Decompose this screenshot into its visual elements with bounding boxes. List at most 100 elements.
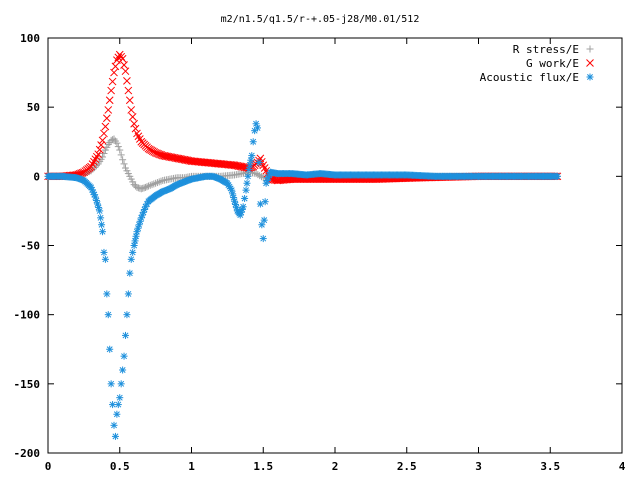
data-point: [255, 159, 263, 166]
legend-marker: [586, 59, 594, 67]
x-tick-label: 1.5: [253, 460, 273, 473]
data-point: [127, 255, 135, 263]
data-point: [120, 160, 128, 168]
data-point: [553, 172, 561, 180]
data-point: [105, 96, 114, 105]
data-point: [117, 151, 125, 159]
x-tick-label: 4: [619, 460, 626, 473]
data-point: [248, 152, 256, 160]
data-point: [124, 86, 133, 95]
data-point: [120, 352, 128, 360]
data-point: [246, 161, 254, 169]
data-point: [109, 136, 117, 144]
data-point: [126, 269, 134, 277]
data-point: [98, 136, 107, 145]
data-point: [148, 181, 156, 189]
data-point: [101, 255, 109, 263]
data-point: [120, 61, 128, 69]
data-point: [254, 124, 262, 132]
data-point: [97, 214, 105, 222]
data-point: [256, 172, 264, 180]
data-point: [127, 106, 136, 114]
series-r-stress-e: [44, 135, 561, 193]
x-tick-label: 2: [332, 460, 339, 473]
y-tick-label: -150: [14, 378, 41, 391]
data-point: [247, 156, 255, 164]
data-point: [131, 124, 140, 133]
legend-label: R stress/E: [513, 43, 579, 56]
data-point: [130, 242, 138, 249]
data-point: [130, 119, 138, 128]
y-tick-label: -100: [14, 309, 41, 322]
data-point: [102, 114, 111, 123]
y-tick-label: 0: [33, 170, 40, 183]
x-tick-label: 3.5: [540, 460, 560, 473]
x-tick-label: 0.5: [110, 460, 130, 473]
data-point: [143, 183, 151, 191]
data-point: [117, 380, 125, 388]
series-acoustic-flux-e: [44, 120, 561, 440]
axis-ticks: [47, 37, 623, 454]
data-point: [157, 177, 165, 185]
data-point: [103, 290, 111, 298]
data-point: [118, 54, 127, 63]
legend-label: Acoustic flux/E: [480, 71, 579, 84]
data-point: [99, 153, 107, 161]
x-tick-label: 0: [45, 460, 52, 473]
data-point: [104, 311, 112, 319]
y-tick-label: 50: [27, 101, 40, 114]
data-point: [261, 198, 269, 206]
data-point: [94, 150, 103, 159]
data-point: [111, 62, 120, 71]
series-layer: [44, 50, 562, 440]
y-tick-labels: 100 50 0 -50 -100 -150 -200: [14, 32, 41, 460]
legend-marker: [586, 45, 594, 53]
data-point: [150, 180, 158, 188]
data-point: [110, 421, 118, 429]
data-point: [88, 160, 97, 169]
legend-label: G work/E: [526, 57, 579, 70]
data-point: [116, 394, 124, 402]
data-point: [243, 179, 251, 187]
data-point: [100, 150, 108, 158]
data-point: [153, 179, 161, 187]
data-point: [260, 216, 268, 224]
data-point: [125, 96, 134, 105]
data-point: [242, 186, 250, 194]
data-point: [132, 232, 140, 240]
data-point: [144, 182, 152, 190]
data-point: [131, 237, 139, 245]
data-point: [98, 221, 106, 229]
data-point: [114, 143, 122, 151]
data-point: [91, 193, 99, 201]
y-tick-label: -200: [14, 447, 41, 460]
data-point: [113, 410, 121, 418]
data-point: [108, 77, 117, 86]
data-point: [254, 171, 262, 179]
data-point: [123, 77, 131, 85]
data-point: [111, 432, 119, 440]
data-point: [90, 157, 98, 166]
data-point: [241, 194, 249, 202]
data-point: [96, 207, 104, 215]
data-point: [119, 366, 127, 374]
data-point: [121, 331, 129, 339]
data-point: [107, 136, 115, 144]
y-tick-label: 100: [20, 32, 40, 45]
data-point: [97, 141, 105, 149]
x-tick-label: 1: [188, 460, 195, 473]
data-point: [113, 139, 121, 147]
data-point: [152, 179, 160, 187]
data-point: [119, 156, 127, 164]
data-point: [121, 67, 130, 76]
data-point: [107, 380, 115, 388]
chart-title: m2/n1.5/q1.5/r-+.05-j28/M0.01/512: [221, 14, 420, 25]
data-point: [91, 155, 100, 164]
data-point: [101, 122, 110, 131]
data-point: [92, 152, 101, 161]
data-point: [100, 129, 108, 138]
data-point: [87, 167, 95, 175]
data-point: [124, 290, 132, 298]
data-point: [99, 228, 107, 236]
